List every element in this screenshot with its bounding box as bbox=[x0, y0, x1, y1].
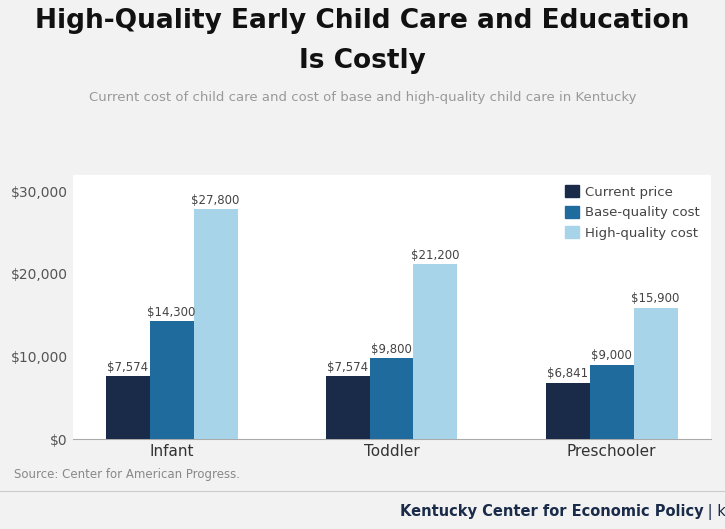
Bar bbox=[106, 377, 149, 439]
Bar bbox=[370, 358, 413, 439]
Text: $6,841: $6,841 bbox=[547, 367, 588, 380]
Legend: Current price, Base-quality cost, High-quality cost: Current price, Base-quality cost, High-q… bbox=[561, 181, 704, 244]
Text: $9,000: $9,000 bbox=[591, 349, 632, 362]
Text: $7,574: $7,574 bbox=[327, 361, 368, 374]
Text: $27,800: $27,800 bbox=[191, 194, 240, 207]
Text: $7,574: $7,574 bbox=[107, 361, 148, 374]
Text: Is Costly: Is Costly bbox=[299, 48, 426, 74]
Bar bbox=[326, 377, 370, 439]
Text: High-Quality Early Child Care and Education: High-Quality Early Child Care and Educat… bbox=[36, 8, 689, 34]
Bar bbox=[634, 308, 677, 439]
Bar bbox=[149, 321, 194, 439]
Text: Current cost of child care and cost of base and high-quality child care in Kentu: Current cost of child care and cost of b… bbox=[88, 91, 637, 104]
Text: $21,200: $21,200 bbox=[411, 249, 460, 261]
Text: $14,300: $14,300 bbox=[147, 306, 196, 318]
Bar bbox=[545, 382, 589, 439]
Text: $9,800: $9,800 bbox=[371, 343, 412, 355]
Bar bbox=[589, 364, 634, 439]
Text: Kentucky Center for Economic Policy: Kentucky Center for Economic Policy bbox=[399, 504, 703, 519]
Text: Source: Center for American Progress.: Source: Center for American Progress. bbox=[14, 468, 241, 481]
Text: | kypolicy.org: | kypolicy.org bbox=[703, 504, 725, 520]
Bar bbox=[413, 264, 457, 439]
Bar bbox=[194, 209, 238, 439]
Text: $15,900: $15,900 bbox=[631, 293, 679, 305]
